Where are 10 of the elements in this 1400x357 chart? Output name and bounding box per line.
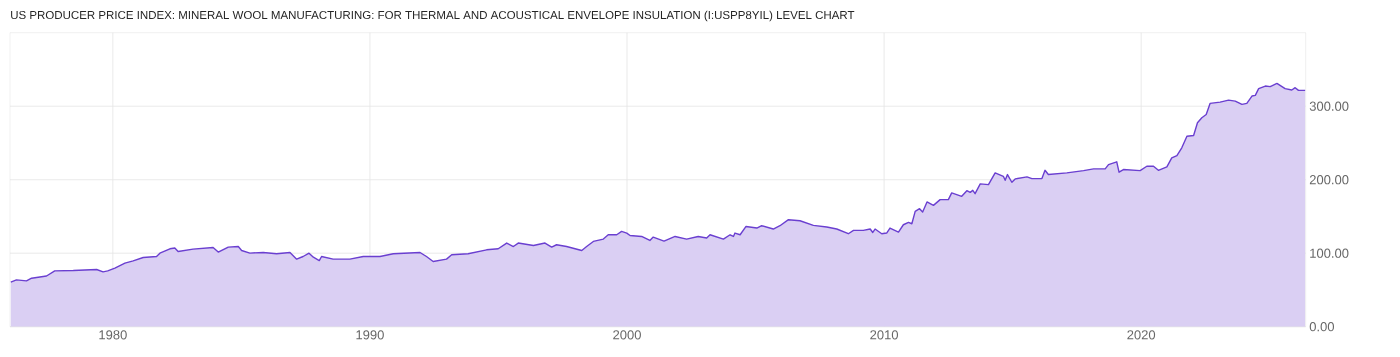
x-tick-label: 2000 bbox=[613, 330, 641, 340]
y-tick-label: 200.00 bbox=[1309, 175, 1349, 185]
y-tick-label: 300.00 bbox=[1309, 101, 1349, 111]
x-tick-label: 1980 bbox=[99, 330, 127, 340]
y-tick-label: 100.00 bbox=[1310, 248, 1349, 258]
x-tick-label: 2010 bbox=[870, 330, 899, 340]
chart-title: US PRODUCER PRICE INDEX: MINERAL WOOL MANUFACTURING: FOR THERMAL AND ACOUSTICAL ENVELOPE INSULATION (I:USPP8YIL) LEVEL CHART bbox=[11, 10, 855, 22]
x-tick-label: 1990 bbox=[356, 330, 384, 340]
y-tick-label: 0.00 bbox=[1309, 322, 1335, 332]
x-tick-label: 2020 bbox=[1127, 330, 1156, 340]
